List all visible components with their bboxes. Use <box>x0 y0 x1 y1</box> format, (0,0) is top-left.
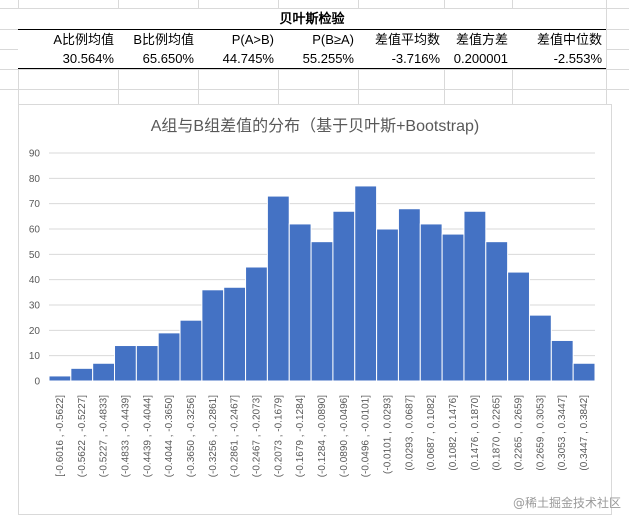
histogram-bar[interactable] <box>485 241 509 382</box>
value-b-mean[interactable]: 65.650% <box>118 49 198 69</box>
y-tick-label: 70 <box>29 199 41 210</box>
y-tick-label: 60 <box>29 225 41 236</box>
x-category-label: (-0.4833 , -0.4439] <box>120 395 131 477</box>
x-category-label: (-0.0101 , 0.0293] <box>383 395 394 474</box>
x-category-label: (-0.5227 , -0.4833] <box>99 395 110 477</box>
histogram-bar[interactable] <box>179 319 203 382</box>
x-category-label: (-0.3650 , -0.3256] <box>186 395 197 477</box>
y-tick-label: 30 <box>29 301 41 312</box>
value-diff-median[interactable]: -2.553% <box>512 49 606 69</box>
header-p-a-gt-b: P(A>B) <box>198 29 278 50</box>
x-category-label: (-0.5622 , -0.5227] <box>77 395 88 477</box>
x-category-label: (-0.1679 , -0.1284] <box>295 395 306 477</box>
histogram-bar[interactable] <box>463 210 487 382</box>
header-diff-variance: 差值方差 <box>444 29 512 50</box>
x-category-label: (-0.1284 , -0.0890] <box>317 395 328 477</box>
histogram-bar[interactable] <box>135 345 159 382</box>
x-category-label: (-0.3256 , -0.2861] <box>208 395 219 477</box>
histogram-bar[interactable] <box>550 339 574 382</box>
x-category-label: (0.0687 , 0.1082] <box>426 395 437 471</box>
bar-layer <box>48 185 596 382</box>
x-axis-ticks: [-0.6016 , -0.5622] (-0.5622 , -0.5227] (-… <box>55 395 590 477</box>
histogram-bar[interactable] <box>441 233 465 382</box>
histogram-bar[interactable] <box>419 223 443 382</box>
histogram-bar[interactable] <box>376 228 399 382</box>
x-category-label: (-0.4044 , -0.3650] <box>164 395 175 477</box>
y-tick-label: 40 <box>29 275 41 286</box>
y-tick-label: 80 <box>29 174 41 185</box>
histogram-bar[interactable] <box>223 286 247 382</box>
gridline <box>0 89 629 90</box>
histogram-bar[interactable] <box>48 375 72 382</box>
histogram-bar[interactable] <box>70 367 94 382</box>
y-tick-label: 90 <box>29 149 41 160</box>
histogram-bar[interactable] <box>528 314 552 382</box>
value-p-b-ge-a[interactable]: 55.255% <box>278 49 358 69</box>
x-category-label: (0.2265 , 0.2659] <box>514 395 525 471</box>
y-tick-label: 20 <box>29 326 41 337</box>
histogram-bar[interactable] <box>114 345 137 382</box>
x-category-label: (-0.4439 , -0.4044] <box>142 395 153 477</box>
value-p-a-gt-b[interactable]: 44.745% <box>198 49 278 69</box>
y-tick-label: 0 <box>34 377 40 388</box>
histogram-bar[interactable] <box>288 223 312 382</box>
header-p-b-ge-a: P(B≥A) <box>278 29 358 50</box>
histogram-bar[interactable] <box>507 271 530 382</box>
histogram-bar[interactable] <box>201 289 225 382</box>
x-category-label: (-0.2861 , -0.2467] <box>230 395 241 477</box>
histogram-bar[interactable] <box>354 185 378 382</box>
x-category-label: (-0.0890 , -0.0496] <box>339 395 350 477</box>
x-category-label: (0.3447 , 0.3842] <box>579 395 590 471</box>
x-category-label: (-0.2467 , -0.2073] <box>251 395 262 477</box>
header-diff-mean: 差值平均数 <box>358 29 444 50</box>
watermark: @稀土掘金技术社区 <box>512 496 621 510</box>
histogram-bar[interactable] <box>397 208 421 382</box>
chart-title: A组与B组差值的分布（基于贝叶斯+Bootstrap) <box>151 117 480 135</box>
x-category-label: (0.3053 , 0.3447] <box>557 395 568 471</box>
gridline <box>0 8 629 9</box>
x-category-label: (0.1870 , 0.2265] <box>492 395 503 471</box>
header-diff-median: 差值中位数 <box>512 29 606 50</box>
value-diff-mean[interactable]: -3.716% <box>358 49 444 69</box>
x-category-label: (0.1476 , 0.1870] <box>470 395 481 471</box>
histogram-bar[interactable] <box>157 332 181 382</box>
table-title: 贝叶斯检验 <box>18 9 606 29</box>
x-category-label: (-0.2073 , -0.1679] <box>273 395 284 477</box>
histogram-bar[interactable] <box>92 362 116 382</box>
y-axis-ticks: 0 10 20 30 40 50 60 70 80 90 <box>29 149 41 388</box>
x-category-label: (0.2659 , 0.3053] <box>535 395 546 471</box>
x-category-label: (0.0293 , 0.0687] <box>404 395 415 471</box>
histogram-svg: A组与B组差值的分布（基于贝叶斯+Bootstrap) 0 10 20 30 40 50 6… <box>29 117 596 477</box>
histogram-bar[interactable] <box>310 241 334 382</box>
histogram-bar[interactable] <box>572 362 596 382</box>
gridline <box>606 0 607 104</box>
x-category-label: (0.1082 , 0.1476] <box>448 395 459 471</box>
y-tick-label: 50 <box>29 250 41 261</box>
histogram-chart[interactable]: A组与B组差值的分布（基于贝叶斯+Bootstrap) 0 10 20 30 40 50 6… <box>18 104 612 515</box>
x-category-label: (-0.0496 , -0.0101] <box>361 395 372 477</box>
x-category-label: [-0.6016 , -0.5622] <box>55 395 66 477</box>
header-a-mean: A比例均值 <box>18 29 118 50</box>
value-diff-variance[interactable]: 0.200001 <box>444 49 512 69</box>
gridline <box>0 69 629 70</box>
header-b-mean: B比例均值 <box>118 29 198 50</box>
histogram-bar[interactable] <box>332 210 356 382</box>
value-a-mean[interactable]: 30.564% <box>18 49 118 69</box>
histogram-bar[interactable] <box>245 266 268 382</box>
y-tick-label: 10 <box>29 351 41 362</box>
histogram-bar[interactable] <box>266 195 290 382</box>
